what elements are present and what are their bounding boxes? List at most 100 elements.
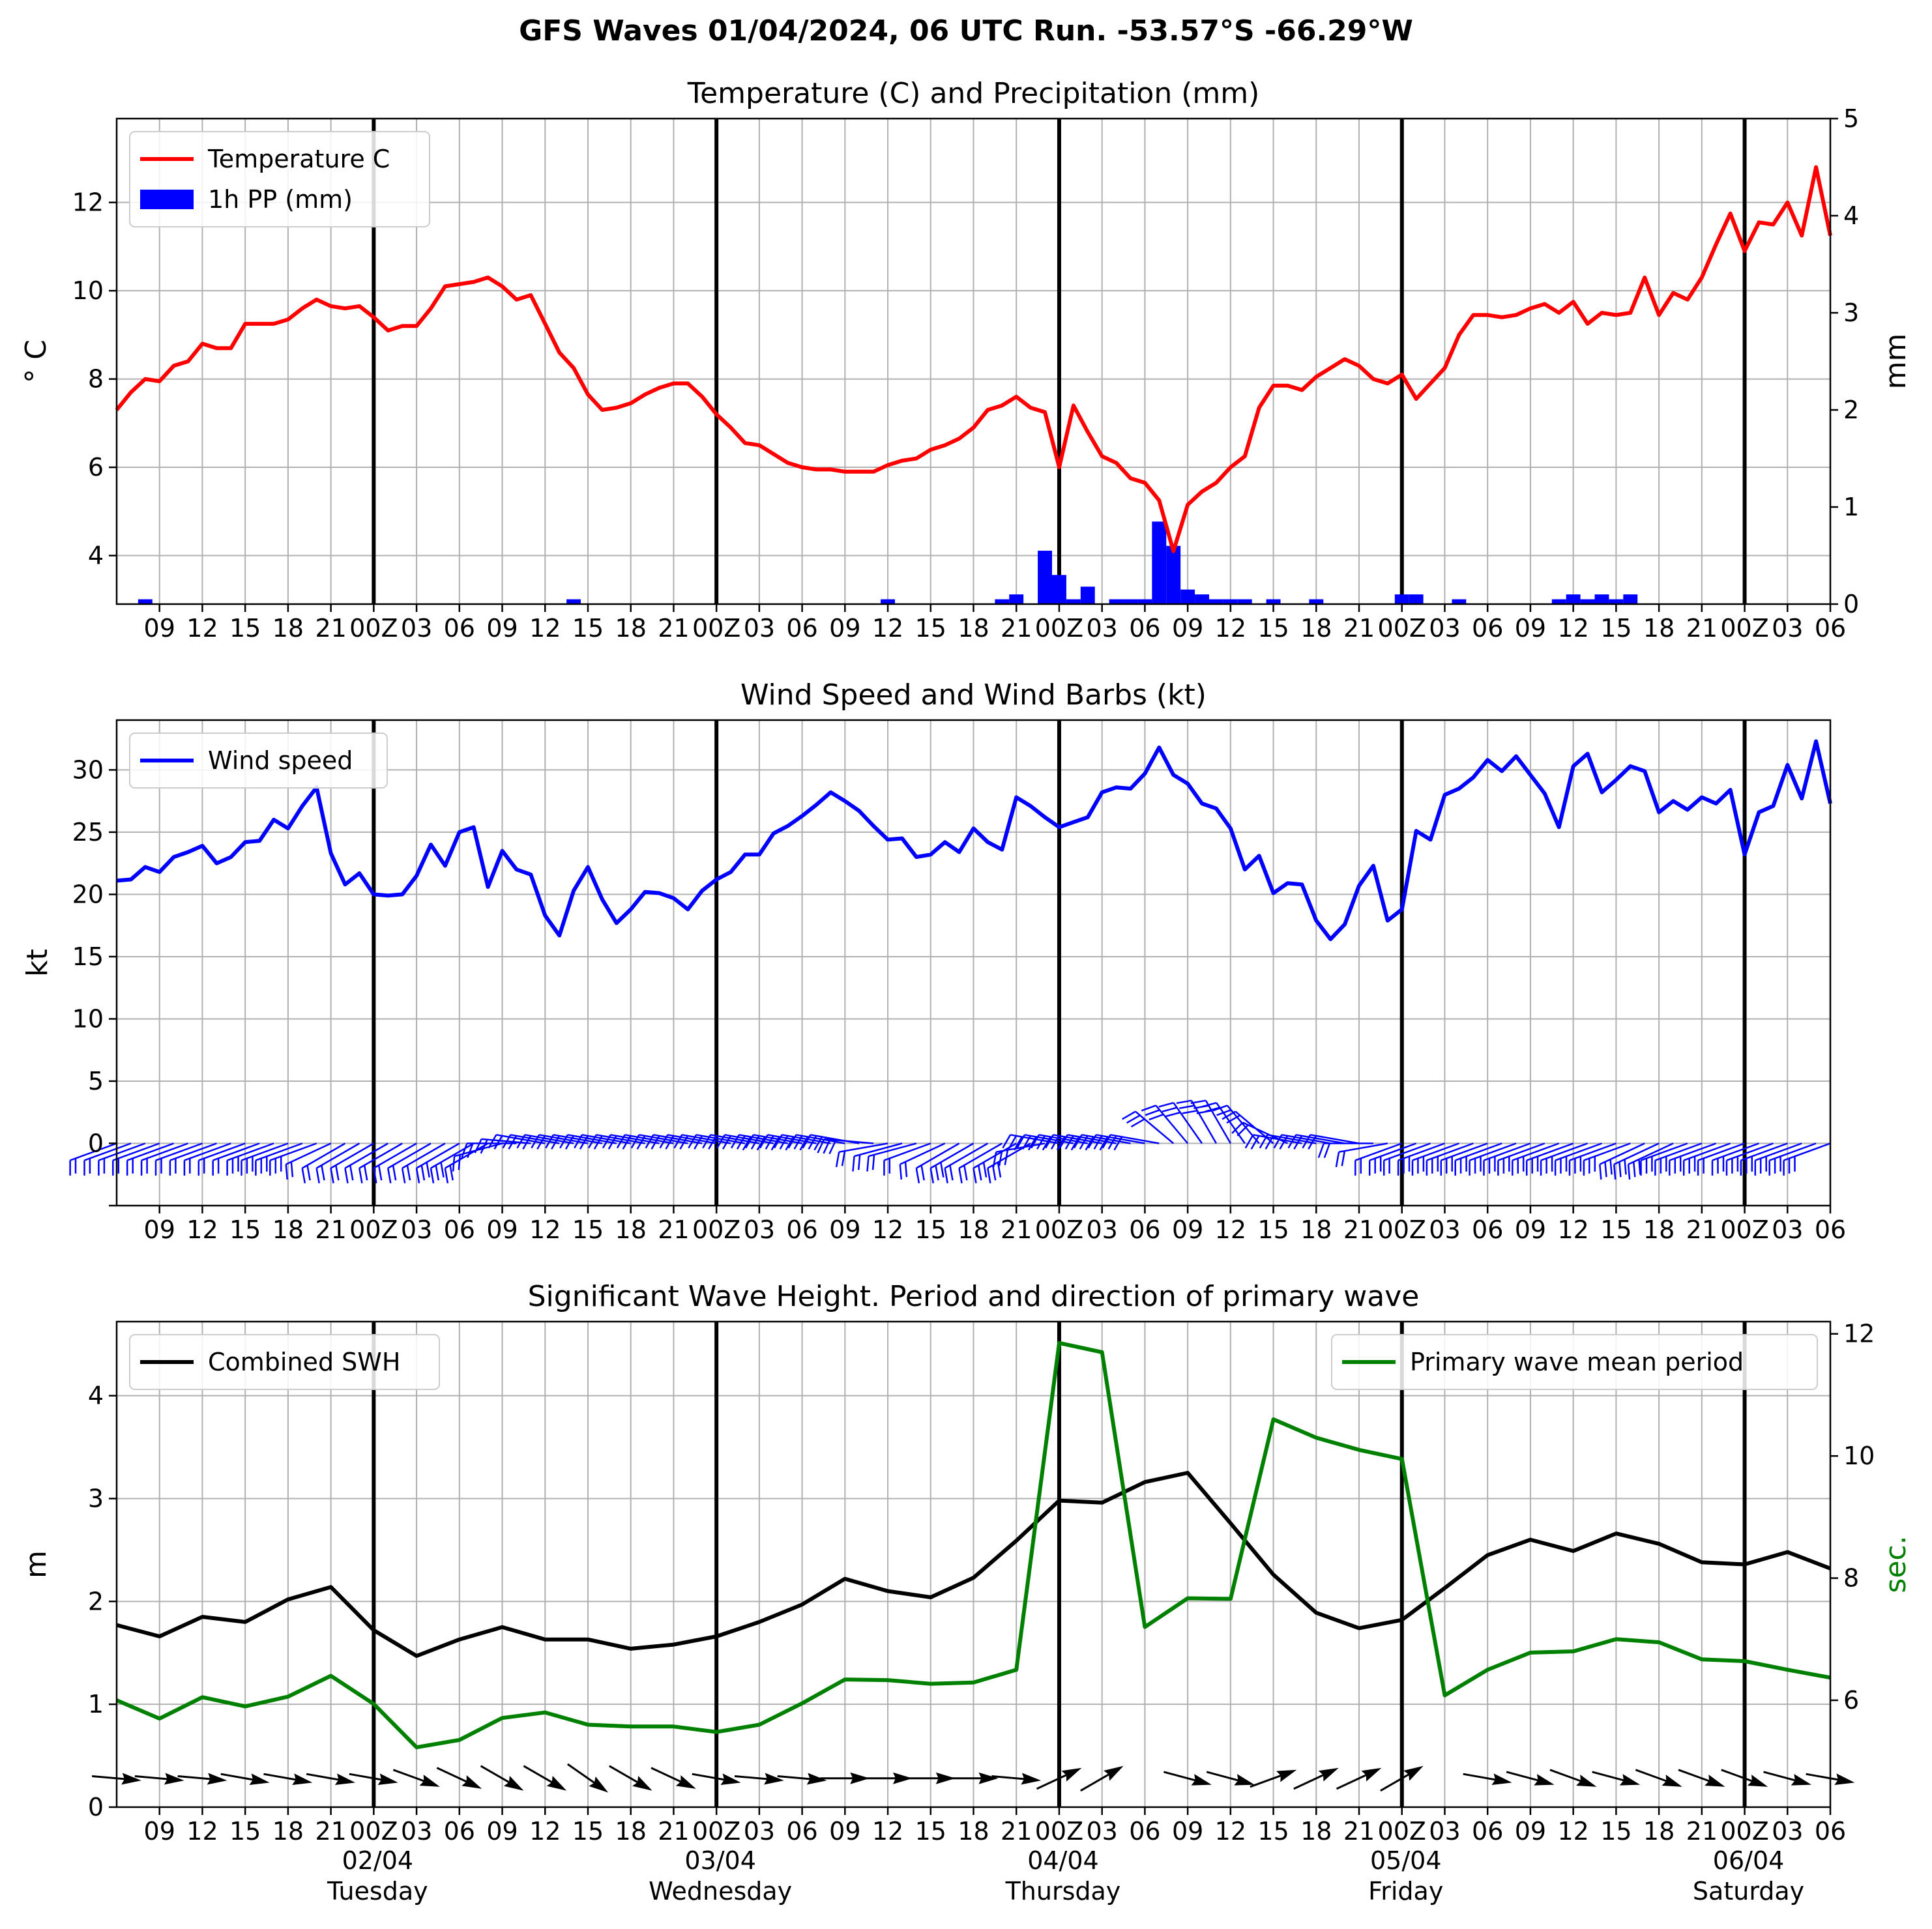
wave-arrow-shaft	[220, 1773, 259, 1782]
x-tick-label: 00Z	[1378, 1817, 1426, 1846]
x-tick-label: 06	[1472, 614, 1503, 643]
wave-arrow-shaft	[1763, 1771, 1801, 1783]
x-tick-label: 18	[958, 1817, 989, 1846]
wind-barb	[1768, 1142, 1817, 1176]
wind-barb	[1682, 1142, 1731, 1176]
wave-arrow-shaft	[523, 1765, 557, 1786]
wind-barb	[1469, 1142, 1517, 1176]
precip-bar	[1080, 587, 1095, 604]
x-tick-label: 18	[615, 1817, 647, 1846]
x-tick-label: 18	[1643, 1817, 1675, 1846]
wave-direction-arrow	[609, 1765, 652, 1791]
precip-bar	[1038, 551, 1052, 604]
legend-box	[129, 1334, 440, 1390]
wind-barb	[883, 1142, 931, 1176]
y-tick-label: 4	[88, 1382, 104, 1410]
wind-barb	[226, 1142, 274, 1176]
panel-1-title: Wind Speed and Wind Barbs (kt)	[740, 678, 1207, 712]
x-tick-label: 00Z	[1378, 1215, 1426, 1244]
precip-bar	[1409, 594, 1424, 604]
wind-barb	[1454, 1142, 1502, 1176]
wave-arrow-shaft	[1250, 1773, 1286, 1788]
precip-bar	[566, 599, 581, 604]
x-tick-label: 03	[401, 1215, 432, 1244]
x-tick-label: 12	[1215, 614, 1246, 643]
x-tick-label: 03	[1429, 1817, 1460, 1846]
wind-barb	[359, 1142, 403, 1183]
wave-arrow-head	[806, 1773, 827, 1785]
x-tick-label: 15	[1257, 1215, 1289, 1244]
wind-barb	[1158, 1101, 1203, 1144]
legend-label: Combined SWH	[208, 1348, 400, 1376]
legend-label: Temperature C	[207, 145, 390, 173]
wind-barb	[588, 1134, 645, 1150]
x-tick-label: 15	[915, 614, 946, 643]
wave-arrow-head	[978, 1772, 999, 1784]
x-tick-label: 09	[829, 614, 860, 643]
y-tick-right-label: 6	[1843, 1686, 1859, 1715]
x-tick-label: 18	[1643, 1215, 1675, 1244]
wind-barb	[992, 1142, 1046, 1168]
panel-0-title: Temperature (C) and Precipitation (mm)	[687, 77, 1260, 110]
wave-direction-arrow	[523, 1765, 567, 1791]
wind-barb	[1317, 1142, 1373, 1158]
wave-arrow-head	[419, 1775, 440, 1787]
wind-barb	[702, 1134, 760, 1150]
x-tick-label: 15	[572, 1817, 604, 1846]
wave-arrow-shaft	[92, 1775, 130, 1781]
x-tick-label: 00Z	[349, 614, 398, 643]
wave-arrow-shaft	[734, 1775, 772, 1781]
wave-arrow-shaft	[1721, 1769, 1757, 1784]
wave-arrow-head	[1834, 1773, 1855, 1786]
date-label: 06/04	[1713, 1846, 1785, 1875]
wave-arrow-head	[1276, 1769, 1297, 1782]
wind-barb	[1613, 1142, 1660, 1180]
wave-direction-arrow	[1380, 1765, 1424, 1792]
precip-bar	[1223, 599, 1238, 604]
wind-barb	[574, 1134, 631, 1150]
y-tick-label: 4	[88, 542, 104, 570]
wind-barb	[1783, 1142, 1831, 1176]
wind-barb	[929, 1142, 974, 1183]
x-tick-label: 21	[1001, 614, 1032, 643]
x-tick-label: 03	[1429, 1215, 1460, 1244]
wind-barb	[1640, 1142, 1688, 1176]
wind-barb	[126, 1142, 175, 1176]
x-tick-label: 18	[1300, 1215, 1332, 1244]
wave-arrow-head	[1403, 1765, 1424, 1781]
y-tick-right-label: 2	[1843, 396, 1859, 424]
x-tick-label: 03	[744, 1215, 775, 1244]
wind-barb	[559, 1134, 617, 1150]
x-tick-label: 03	[401, 1817, 432, 1846]
wave-arrow-head	[377, 1773, 398, 1786]
wind-barb	[430, 1142, 475, 1183]
x-tick-label: 15	[572, 614, 604, 643]
x-tick-label: 12	[529, 1215, 561, 1244]
x-tick-label: 15	[572, 1215, 604, 1244]
wave-arrow-shaft	[177, 1775, 216, 1781]
wave-direction-arrow	[1206, 1771, 1255, 1786]
wave-arrow-head	[1061, 1767, 1082, 1782]
wave-arrow-shaft	[1380, 1771, 1414, 1792]
wave-direction-arrow	[777, 1773, 827, 1785]
date-label: 03/04	[684, 1846, 756, 1875]
wave-arrow-shaft	[1549, 1769, 1587, 1784]
wind-barb	[1583, 1142, 1631, 1176]
wave-arrow-head	[1791, 1774, 1812, 1786]
wave-direction-arrow	[1721, 1769, 1768, 1787]
wave-arrow-head	[546, 1776, 567, 1791]
wave-arrow-head	[503, 1776, 524, 1791]
y-tick-label: 12	[72, 188, 104, 217]
wave-direction-arrow	[436, 1767, 482, 1789]
x-tick-label: 09	[486, 1215, 518, 1244]
wind-barb	[269, 1142, 317, 1176]
wind-barb	[1397, 1142, 1445, 1176]
x-tick-label: 06	[1815, 614, 1846, 643]
wave-direction-arrow	[1164, 1771, 1212, 1786]
x-tick-label: 18	[958, 1215, 989, 1244]
wind-barb	[1512, 1142, 1560, 1176]
legend-box	[129, 131, 430, 227]
x-tick-label: 00Z	[349, 1817, 398, 1846]
x-tick-label: 09	[144, 614, 175, 643]
precip-bar	[1609, 599, 1624, 604]
